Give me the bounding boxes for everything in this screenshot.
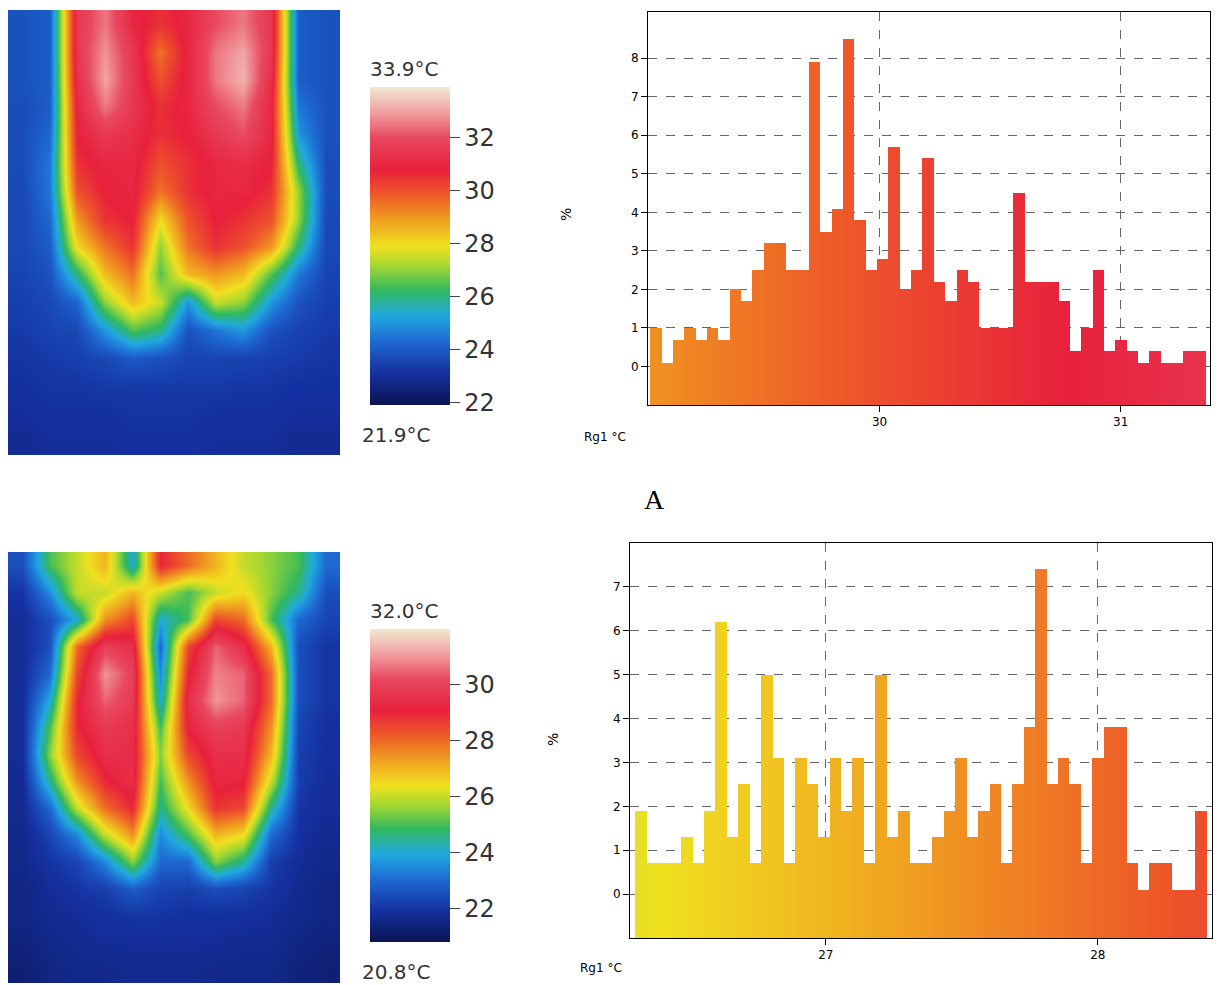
svg-text:28: 28: [464, 727, 495, 755]
svg-text:7: 7: [631, 90, 639, 104]
svg-text:22: 22: [464, 389, 495, 417]
svg-text:32.0°C: 32.0°C: [370, 599, 439, 623]
svg-text:21.9°C: 21.9°C: [362, 423, 431, 447]
svg-text:%: %: [545, 733, 561, 746]
svg-text:28: 28: [1090, 948, 1105, 962]
svg-text:31: 31: [1113, 415, 1128, 429]
svg-text:2: 2: [631, 283, 639, 297]
svg-text:5: 5: [631, 167, 639, 181]
svg-text:28: 28: [464, 230, 495, 258]
svg-text:26: 26: [464, 283, 495, 311]
svg-text:0: 0: [613, 887, 621, 901]
svg-text:33.9°C: 33.9°C: [370, 57, 439, 81]
svg-text:6: 6: [613, 624, 621, 638]
svg-text:Rg1 °C: Rg1 °C: [580, 961, 622, 975]
svg-text:7: 7: [613, 580, 621, 594]
svg-text:30: 30: [872, 415, 887, 429]
svg-text:30: 30: [464, 177, 495, 205]
svg-text:22: 22: [464, 895, 495, 923]
svg-text:4: 4: [631, 206, 639, 220]
svg-text:1: 1: [613, 843, 621, 857]
svg-text:27: 27: [818, 948, 833, 962]
svg-text:0: 0: [631, 360, 639, 374]
svg-text:4: 4: [613, 712, 621, 726]
svg-text:5: 5: [613, 668, 621, 682]
svg-text:2: 2: [613, 800, 621, 814]
svg-text:3: 3: [631, 244, 639, 258]
svg-text:20.8°C: 20.8°C: [362, 960, 431, 984]
svg-text:%: %: [558, 208, 574, 221]
svg-text:32: 32: [464, 124, 495, 152]
svg-text:6: 6: [631, 128, 639, 142]
svg-text:24: 24: [464, 839, 495, 867]
svg-text:8: 8: [631, 51, 639, 65]
svg-text:26: 26: [464, 783, 495, 811]
svg-text:A: A: [644, 484, 665, 515]
svg-text:Rg1 °C: Rg1 °C: [584, 430, 626, 444]
svg-text:24: 24: [464, 336, 495, 364]
svg-text:3: 3: [613, 756, 621, 770]
svg-text:30: 30: [464, 671, 495, 699]
svg-text:1: 1: [631, 321, 639, 335]
